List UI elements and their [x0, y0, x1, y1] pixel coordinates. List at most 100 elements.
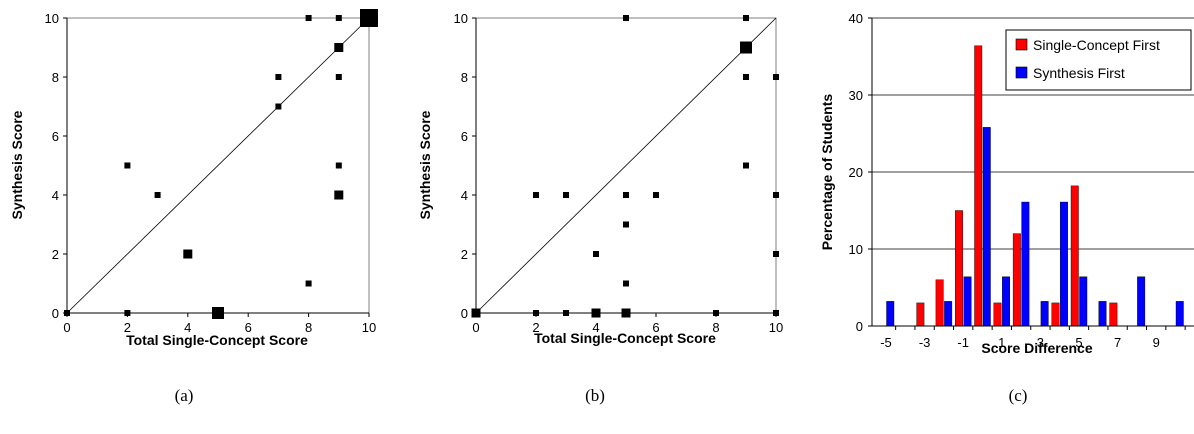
bar-c-y-tick-label: 30: [849, 88, 863, 103]
bar-c-x-tick-label: -5: [880, 335, 892, 350]
scatter-b-data-point: [623, 221, 629, 228]
scatter-b-data-point: [773, 74, 779, 80]
caption-b: (b): [585, 386, 605, 405]
scatter-b-x-label: Total Single-Concept Score: [534, 330, 716, 346]
scatter-b-y-tick-label: 0: [461, 306, 468, 321]
bar-single-concept-first: [993, 302, 1002, 327]
bar-single-concept-first: [1109, 302, 1118, 327]
caption-a: (a): [175, 386, 194, 405]
scatter-a-y-tick-label: 8: [52, 70, 59, 85]
scatter-a-y-tick-label: 10: [45, 11, 59, 26]
scatter-a-y-tick-label: 2: [52, 247, 59, 262]
scatter-b-diagonal-line: [475, 17, 777, 314]
scatter-b-y-tick-label: 4: [461, 188, 468, 203]
scatter-a-x-label: Total Single-Concept Score: [126, 332, 308, 348]
scatter-a-ticks: 0 2 4 6 8 10 0 2 4 6 8 10: [45, 11, 377, 335]
scatter-b-y-tick-label: 6: [461, 129, 468, 144]
scatter-b-data-point: [563, 310, 569, 316]
scatter-a-x-tick-label: 6: [245, 320, 252, 335]
scatter-b-y-tick-label: 2: [461, 247, 468, 262]
bar-synthesis-first: [1175, 301, 1184, 327]
scatter-b-data-point: [743, 74, 749, 80]
scatter-b-x-tick-label: 4: [592, 320, 599, 335]
scatter-b-x-tick-label: 10: [769, 320, 783, 335]
scatter-a-y-tick-label: 4: [52, 188, 59, 203]
bar-c-x-tick-label: -1: [957, 335, 969, 350]
scatter-a-data-point: [335, 162, 342, 169]
scatter-b-data-point: [593, 251, 599, 257]
scatter-a-data-point: [275, 74, 282, 80]
scatter-b-data-point: [563, 192, 569, 198]
bar-single-concept-first: [1070, 185, 1079, 327]
scatter-b-y-tick-label: 10: [454, 11, 468, 26]
scatter-a-y-tick-label: 6: [52, 129, 59, 144]
bar-c-gridlines: [872, 17, 1194, 250]
bar-c-bars: [886, 45, 1184, 327]
bar-synthesis-first: [944, 301, 953, 327]
bar-c-y-label: Percentage of Students: [819, 94, 835, 251]
scatter-a-x-tick-label: 8: [305, 320, 312, 335]
scatter-b-data-point: [623, 15, 629, 21]
scatter-b-data-point: [743, 162, 749, 169]
scatter-b-x-tick-label: 6: [652, 320, 659, 335]
legend-swatch-single-concept: [1015, 38, 1028, 51]
legend-swatch-synthesis: [1015, 66, 1028, 79]
legend-box: [1005, 29, 1192, 91]
scatter-b-data-point: [743, 15, 749, 21]
bar-c-x-tick-label: 7: [1114, 335, 1121, 350]
bar-single-concept-first: [974, 45, 983, 327]
bar-single-concept-first: [1012, 233, 1021, 327]
scatter-a-diagonal-line: [66, 17, 370, 314]
scatter-b-ticks: 0 2 4 6 8 10 0 2 4 6 8 10: [454, 11, 784, 335]
scatter-a-data-point: [335, 15, 342, 21]
bar-c-x-tick-label: 3: [1037, 335, 1044, 350]
scatter-b-y-label: Synthesis Score: [417, 110, 433, 219]
bar-c-y-tick-label: 20: [849, 165, 863, 180]
bar-c-y-tick-label: 10: [849, 242, 863, 257]
bar-single-concept-first: [916, 302, 925, 327]
scatter-a-data-point: [154, 192, 161, 198]
scatter-b-data-point: [533, 192, 539, 198]
scatter-a-data-point: [124, 162, 131, 169]
scatter-panel-b: 0 2 4 6 8 10 0 2 4 6 8 10 Total Single-Concept Scor…: [417, 11, 783, 405]
bar-single-concept-first: [935, 279, 944, 327]
legend-label-single-concept: Single-Concept First: [1033, 37, 1160, 53]
bar-synthesis-first: [1079, 276, 1088, 327]
bar-synthesis-first: [1021, 201, 1030, 327]
scatter-a-data-point: [305, 280, 312, 287]
scatter-b-y-tick-label: 8: [461, 70, 468, 85]
legend-label-synthesis: Synthesis First: [1033, 65, 1125, 81]
bar-c-x-tick-label: 9: [1153, 335, 1160, 350]
bar-c-x-tick-label: 5: [1075, 335, 1082, 350]
scatter-a-x-tick-label: 10: [362, 320, 376, 335]
bar-c-y-tick-label: 40: [849, 11, 863, 26]
bar-synthesis-first: [1040, 301, 1049, 327]
scatter-b-marks: [471, 15, 779, 318]
bar-single-concept-first: [955, 210, 963, 327]
scatter-a-marks: [64, 9, 378, 319]
scatter-b-x-tick-label: 8: [712, 320, 719, 335]
scatter-b-data-point: [623, 192, 629, 198]
bar-synthesis-first: [982, 127, 991, 327]
scatter-a-x-tick-label: 2: [124, 320, 131, 335]
scatter-a-data-point: [305, 15, 312, 21]
bar-single-concept-first: [1051, 302, 1060, 327]
scatter-b-x-tick-label: 0: [472, 320, 479, 335]
scatter-a-x-tick-label: 0: [63, 320, 70, 335]
scatter-panel-a: 0 2 4 6 8 10 0 2 4 6 8 10 Total Single-Concept Scor…: [9, 9, 378, 405]
scatter-a-data-point: [183, 249, 193, 259]
bar-c-x-tick-label: 1: [998, 335, 1005, 350]
scatter-a-data-point: [334, 190, 344, 200]
bar-c-ticks: 0 10 20 30 40 -5 -3 -1 1 3 5 7 9: [849, 11, 1194, 350]
scatter-a-data-point: [360, 9, 378, 27]
scatter-b-data-point: [773, 251, 779, 257]
bar-panel-c: 0 10 20 30 40 -5 -3 -1 1 3 5 7 9 Single-Concept Firs…: [819, 11, 1194, 405]
bar-synthesis-first: [1002, 276, 1010, 327]
scatter-a-data-point: [275, 103, 282, 110]
bar-c-x-tick-label: -3: [919, 335, 931, 350]
scatter-b-data-point: [740, 41, 752, 54]
scatter-b-data-point: [653, 192, 659, 198]
bar-synthesis-first: [1059, 201, 1068, 327]
caption-c: (c): [1009, 386, 1028, 405]
